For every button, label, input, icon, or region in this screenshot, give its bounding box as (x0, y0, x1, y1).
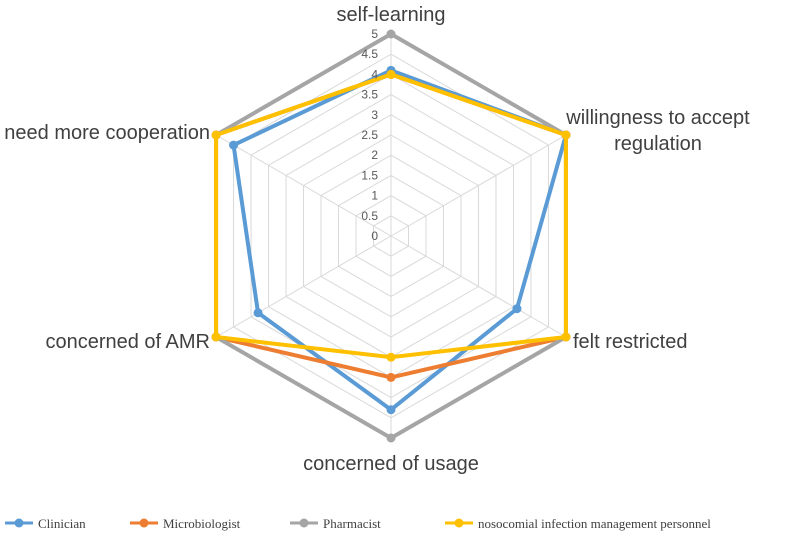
spokes (215, 34, 567, 438)
legend-item: nosocomial infection management personne… (445, 516, 711, 531)
series-point (229, 140, 239, 150)
tick-label: 0.5 (361, 209, 378, 223)
series-point (561, 332, 571, 342)
axis-label: felt restricted (573, 331, 687, 353)
series-point (386, 372, 396, 382)
tick-label: 3 (371, 108, 378, 122)
legend-label: Clinician (38, 516, 86, 531)
tick-label: 1.5 (361, 168, 378, 182)
axis-labels: self-learning willingness to accept regula… (4, 4, 750, 475)
series-point (386, 433, 396, 443)
tick-label: 4 (371, 67, 378, 81)
axis-label: concerned of usage (303, 453, 479, 475)
radial-tick-labels: 0 0.5 1 1.5 2 2.5 3 3.5 4 4.5 5 (361, 27, 378, 243)
axis-label: self-learning (337, 4, 446, 26)
legend-swatch-marker (139, 518, 149, 528)
tick-label: 3.5 (361, 88, 378, 102)
tick-label: 0 (371, 229, 378, 243)
axis-label: willingness to accept regulation (565, 107, 750, 155)
series-point (386, 405, 396, 415)
legend-item: Pharmacist (290, 516, 381, 531)
axis-spoke (215, 134, 392, 237)
legend-item: Microbiologist (130, 516, 241, 531)
axis-spoke (390, 235, 567, 338)
series-point (211, 332, 221, 342)
tick-label: 2 (371, 148, 378, 162)
series-group (211, 69, 571, 362)
tick-label: 5 (371, 27, 378, 41)
tick-label: 4.5 (361, 47, 378, 61)
axis-spoke (390, 134, 567, 237)
series-point (386, 352, 396, 362)
tick-label: 1 (371, 189, 378, 203)
axis-label: need more cooperation (4, 122, 210, 144)
legend-swatch-marker (299, 518, 309, 528)
axis-label: concerned of AMR (45, 331, 210, 353)
legend-label: Pharmacist (323, 516, 381, 531)
series-point (386, 29, 396, 39)
legend-label: nosocomial infection management personne… (478, 516, 711, 531)
axis-spoke (215, 235, 392, 338)
series-layer (211, 29, 571, 443)
legend-item: Clinician (5, 516, 86, 531)
tick-label: 2.5 (361, 128, 378, 142)
legend-label: Microbiologist (163, 516, 241, 531)
legend-swatch-marker (14, 518, 24, 528)
series-line (231, 68, 568, 412)
series-point (253, 308, 263, 318)
series-point (211, 130, 221, 140)
series-point (512, 304, 522, 314)
legend-swatch-marker (454, 518, 464, 528)
series-point (561, 130, 571, 140)
legend: Clinician Microbiologist Pharmacist nosocom… (5, 516, 711, 531)
series-point (386, 69, 396, 79)
